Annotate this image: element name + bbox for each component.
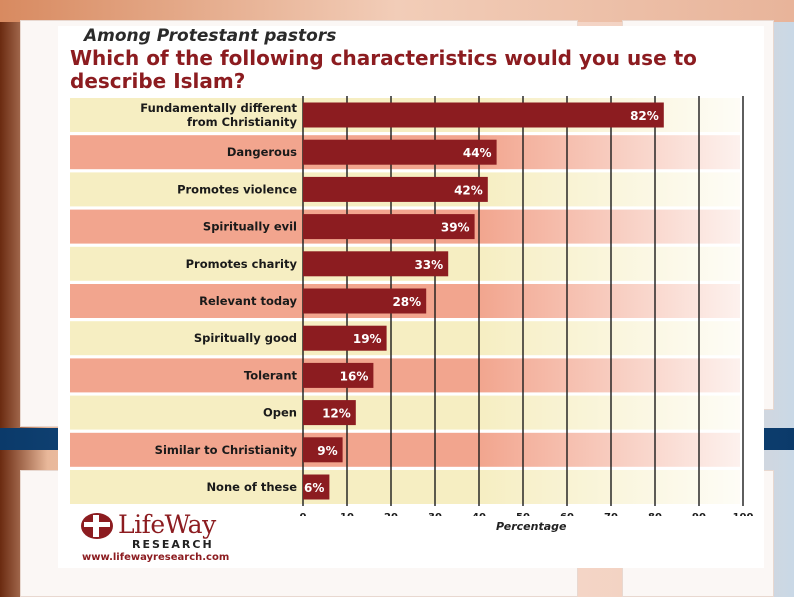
category-label: Relevant today [199,294,297,308]
category-label: Spiritually good [194,331,297,345]
value-label: 44% [463,146,492,160]
lifeway-logo: LifeWay RESEARCH www.lifewayresearch.com [80,510,280,566]
tick-label: 50 [516,512,530,516]
value-label: 28% [392,295,421,309]
value-label: 33% [414,258,443,272]
bar [303,176,488,202]
category-label: Promotes charity [186,257,298,271]
background-top-strip [0,0,794,22]
tick-label: 40 [472,512,486,516]
website-url[interactable]: www.lifewayresearch.com [82,552,230,563]
tick-label: 0 [300,512,307,516]
category-label: Tolerant [244,368,298,382]
value-label: 82% [630,109,659,123]
logo-name: LifeWay [118,510,216,539]
value-label: 9% [317,444,337,458]
value-label: 12% [322,407,351,421]
bar [303,437,343,463]
category-label: Similar to Christianity [155,443,298,457]
value-label: 42% [454,183,483,197]
chart-title: Which of the following characteristics w… [70,46,697,93]
bar [303,474,330,500]
value-label: 16% [340,369,369,383]
bar [303,139,497,165]
category-label: from Christianity [187,115,297,129]
category-label: Open [263,406,297,420]
category-label: Fundamentally different [140,101,297,115]
tick-label: 60 [560,512,574,516]
value-label: 39% [441,221,470,235]
x-axis-label: Percentage [496,520,567,533]
tick-label: 90 [692,512,706,516]
bar [303,362,374,388]
value-label: 6% [304,481,324,495]
row-fade-overlay [478,98,740,504]
chart-subtitle: Among Protestant pastors [84,26,337,46]
tick-label: 100 [733,512,754,516]
tick-label: 10 [340,512,354,516]
bar [303,325,387,351]
tick-label: 70 [604,512,618,516]
category-label: Spiritually evil [203,220,297,234]
tick-label: 80 [648,512,662,516]
chart-card: Among Protestant pastors Which of the fo… [58,26,764,568]
category-label: Promotes violence [177,182,297,196]
tick-label: 20 [384,512,398,516]
lifeway-cross-icon [81,513,113,539]
bar [303,400,356,426]
bar [303,288,427,314]
tick-label: 30 [428,512,442,516]
bar [303,251,449,277]
category-label: Dangerous [227,145,297,159]
value-label: 19% [353,332,382,346]
logo-subtitle: RESEARCH [132,538,214,551]
bar [303,214,475,240]
category-label: None of these [206,480,297,494]
bar [303,102,664,128]
